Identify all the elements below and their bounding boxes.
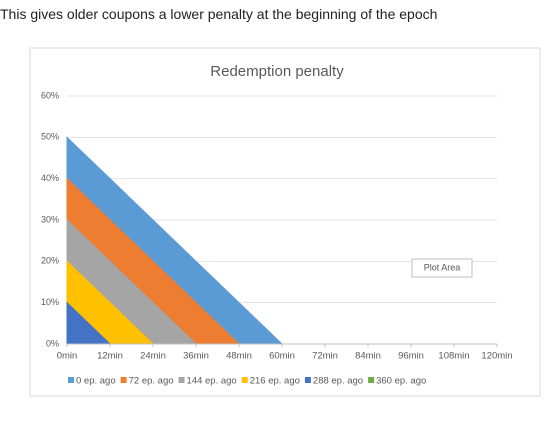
x-tick-label: 60min [269, 351, 295, 362]
x-tick-label: 24min [140, 351, 166, 362]
legend-label: 0 ep. ago [76, 376, 116, 387]
legend-label: 72 ep. ago [129, 376, 174, 387]
legend-label: 216 ep. ago [250, 376, 300, 387]
legend-swatch [120, 377, 127, 383]
x-tick-label: 48min [226, 351, 252, 362]
legend-label: 144 ep. ago [187, 376, 237, 387]
intro-text: This gives older coupons a lower penalty… [0, 6, 438, 22]
chart-title: Redemption penalty [210, 63, 344, 80]
x-tick-label: 0min [57, 351, 78, 362]
y-tick-label: 20% [41, 256, 59, 266]
legend-label: 288 ep. ago [313, 376, 363, 387]
x-tick-label: 84min [355, 351, 381, 362]
x-tick-label: 108min [438, 351, 469, 362]
x-tick-label: 36min [183, 351, 209, 362]
y-tick-label: 40% [41, 173, 59, 183]
y-tick-label: 10% [41, 297, 59, 307]
tooltip-box [411, 258, 473, 278]
tooltip-text: Plot Area [424, 262, 461, 272]
x-tick-label: 12min [97, 351, 123, 362]
legend-swatch [368, 377, 375, 383]
y-tick-label: 30% [41, 214, 59, 224]
y-tick-label: 50% [41, 132, 59, 142]
y-tick-label: 0% [46, 338, 59, 348]
legend-swatch [304, 377, 311, 383]
x-tick-label: 72min [312, 351, 338, 362]
legend-swatch [178, 377, 185, 383]
legend-label: 360 ep. ago [376, 376, 426, 387]
x-tick-label: 120min [481, 351, 512, 362]
x-tick-label: 96min [398, 351, 424, 362]
legend-swatch [241, 377, 248, 383]
legend-swatch [68, 377, 74, 383]
tooltip: Plot Area [411, 258, 473, 278]
y-tick-label: 60% [41, 90, 59, 100]
